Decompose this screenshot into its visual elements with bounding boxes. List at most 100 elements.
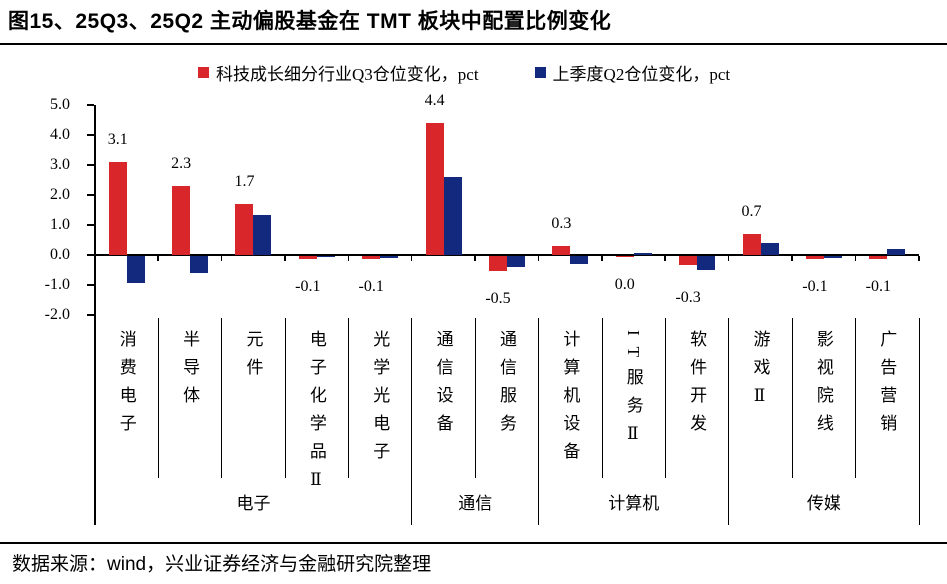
bar-value-label: -0.1 bbox=[295, 278, 321, 295]
source-divider bbox=[0, 542, 947, 544]
category-divider bbox=[538, 318, 540, 525]
category-label: 电子化学品Ⅱ bbox=[306, 330, 326, 501]
x-axis-tick bbox=[220, 256, 223, 261]
bar-value-label: -0.1 bbox=[358, 278, 384, 295]
category-divider bbox=[728, 318, 730, 525]
category-label: 元件 bbox=[243, 330, 263, 386]
category-label: 通信设备 bbox=[433, 330, 453, 442]
bar-q2-5 bbox=[443, 177, 462, 255]
bar-q3-3 bbox=[298, 256, 317, 259]
x-axis-tick bbox=[854, 256, 857, 261]
y-tick-label: 0.0 bbox=[50, 246, 70, 263]
x-axis-tick bbox=[537, 256, 540, 261]
category-label: IT服务Ⅱ bbox=[623, 330, 643, 456]
category-label: 软件开发 bbox=[687, 330, 707, 442]
data-source-text: 数据来源：wind，兴业证券经济与金融研究院整理 bbox=[12, 554, 432, 575]
x-axis-tick bbox=[410, 256, 413, 261]
bar-q2-4 bbox=[380, 256, 399, 258]
bar-q3-5 bbox=[425, 123, 444, 255]
y-axis-tick bbox=[87, 164, 94, 166]
chart-legend: 科技成长细分行业Q3仓位变化，pct 上季度Q2仓位变化，pct bbox=[198, 60, 730, 85]
y-axis-tick bbox=[87, 224, 94, 226]
legend-swatch-q3-icon bbox=[198, 67, 209, 78]
legend-swatch-q2-icon bbox=[534, 67, 546, 78]
bar-q3-11 bbox=[805, 256, 824, 259]
bar-q2-6 bbox=[507, 256, 525, 267]
y-tick-label: 4.0 bbox=[50, 126, 70, 143]
legend-label-q2: 上季度Q2仓位变化，pct bbox=[552, 65, 731, 84]
bar-q2-3 bbox=[316, 256, 335, 258]
bar-value-label: 0.7 bbox=[741, 203, 762, 220]
x-axis-line bbox=[95, 254, 919, 256]
y-tick-label: 5.0 bbox=[50, 96, 70, 113]
bar-q3-12 bbox=[869, 256, 888, 259]
bar-q2-7 bbox=[570, 256, 589, 264]
y-tick-label: 3.0 bbox=[50, 156, 70, 173]
x-axis-tick bbox=[601, 256, 603, 261]
x-axis-tick bbox=[918, 256, 920, 261]
x-axis-tick bbox=[284, 256, 286, 261]
bar-q3-2 bbox=[235, 204, 254, 255]
x-axis-tick bbox=[664, 256, 666, 261]
bar-q3-7 bbox=[552, 246, 571, 255]
bar-value-label: 0.0 bbox=[614, 275, 635, 293]
bar-q3-9 bbox=[679, 256, 698, 265]
category-divider bbox=[791, 318, 793, 478]
y-axis-tick bbox=[87, 314, 94, 316]
category-divider bbox=[221, 318, 223, 478]
y-tick-label: 1.0 bbox=[50, 216, 70, 233]
y-axis-tick bbox=[87, 194, 94, 196]
category-label: 消费电子 bbox=[116, 330, 136, 442]
bar-q3-1 bbox=[172, 186, 191, 255]
bar-q2-1 bbox=[190, 256, 209, 273]
bar-q3-10 bbox=[742, 234, 761, 255]
group-label: 电子 bbox=[236, 494, 271, 513]
category-label: 影视院线 bbox=[813, 330, 833, 442]
title-divider bbox=[0, 43, 947, 45]
bar-q2-2 bbox=[253, 214, 272, 255]
category-divider bbox=[157, 318, 159, 478]
bar-value-label: -0.3 bbox=[675, 288, 701, 306]
x-axis-tick bbox=[157, 256, 159, 261]
x-axis-tick bbox=[474, 256, 476, 261]
group-label: 通信 bbox=[458, 494, 493, 513]
bar-q2-0 bbox=[126, 256, 145, 283]
bar-q3-0 bbox=[108, 162, 127, 255]
bar-q2-10 bbox=[760, 243, 779, 255]
category-divider bbox=[474, 318, 476, 478]
y-tick-label: -1.0 bbox=[44, 276, 70, 293]
figure-title: 图15、25Q3、25Q2 主动偏股基金在 TMT 板块中配置比例变化 bbox=[8, 10, 612, 33]
y-axis-tick bbox=[87, 104, 94, 106]
bar-value-label: 0.3 bbox=[551, 215, 572, 232]
category-label: 广告营销 bbox=[877, 330, 897, 442]
bar-value-label: 3.1 bbox=[107, 131, 128, 148]
legend-label-q3: 科技成长细分行业Q3仓位变化，pct bbox=[216, 65, 479, 84]
bar-value-label: -0.5 bbox=[485, 290, 511, 307]
category-label: 通信服务 bbox=[497, 330, 516, 442]
group-label: 传媒 bbox=[806, 494, 841, 513]
y-axis-tick bbox=[87, 254, 94, 256]
bar-q2-9 bbox=[697, 256, 716, 270]
legend-item-q2: 上季度Q2仓位变化，pct bbox=[534, 60, 731, 85]
x-axis-tick bbox=[727, 256, 730, 261]
bar-q2-11 bbox=[823, 256, 842, 258]
category-label: 游戏Ⅱ bbox=[750, 330, 770, 417]
category-divider bbox=[664, 318, 666, 478]
category-divider bbox=[411, 318, 413, 525]
group-label: 计算机 bbox=[608, 494, 660, 513]
category-label: 光学光电子 bbox=[370, 330, 390, 470]
legend-item-q3: 科技成长细分行业Q3仓位变化，pct bbox=[198, 60, 479, 85]
bar-q2-8 bbox=[633, 252, 652, 255]
category-divider bbox=[918, 318, 920, 525]
y-axis-tick bbox=[87, 284, 94, 286]
bar-value-label: 2.3 bbox=[171, 155, 192, 172]
bar-value-label: 4.4 bbox=[424, 92, 445, 109]
bar-value-label: -0.1 bbox=[865, 278, 891, 295]
category-label: 计算机设备 bbox=[560, 330, 580, 470]
y-axis-line bbox=[94, 105, 96, 525]
category-divider bbox=[855, 318, 857, 478]
bar-q3-6 bbox=[489, 256, 507, 271]
category-label: 半导体 bbox=[180, 330, 200, 414]
